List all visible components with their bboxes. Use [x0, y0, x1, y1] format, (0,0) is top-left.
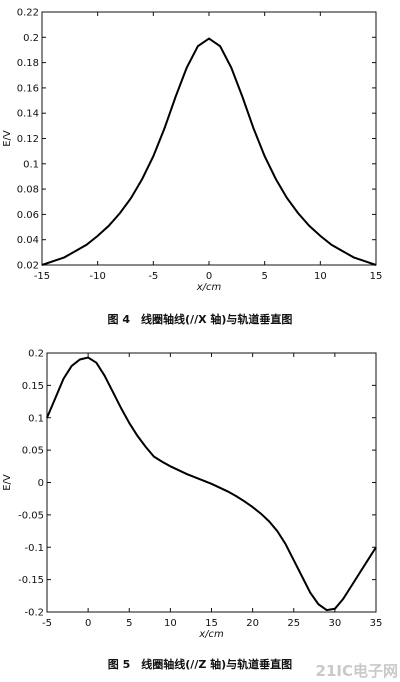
- data-line: [41, 37, 377, 266]
- plot-frame: [46, 352, 377, 613]
- y-tick-label: 0.05: [22, 446, 44, 457]
- y-tick-label: 0.2: [28, 349, 44, 360]
- caption: 图 4 线圈轴线(//X 轴)与轨道垂直图: [108, 312, 293, 326]
- x-tick-label: 10: [164, 618, 177, 629]
- y-tick-label: 0.02: [17, 261, 39, 272]
- y-tick-label: 0.04: [17, 235, 39, 246]
- y-tick-label: -0.05: [18, 510, 44, 521]
- y-tick-label: 0.16: [17, 83, 39, 94]
- y-tick-label: 0.18: [17, 58, 39, 69]
- y-axis-label: E/V: [2, 130, 13, 147]
- x-tick-label: 0: [85, 618, 91, 629]
- y-tick-label: 0.15: [22, 381, 44, 392]
- y-tick-label: 0.22: [17, 8, 39, 19]
- x-tick-label: 5: [126, 618, 132, 629]
- y-tick-label: 0.08: [17, 185, 39, 196]
- x-tick-label: 35: [370, 618, 383, 629]
- y-tick-label: 0.12: [17, 134, 39, 145]
- y-tick-label: -0.15: [18, 575, 44, 586]
- x-tick-label: 15: [370, 271, 383, 282]
- x-tick-label: -10: [89, 271, 105, 282]
- watermark: 21IC电子网: [316, 662, 398, 680]
- x-tick-label: 0: [206, 271, 212, 282]
- y-tick-label: 0.06: [17, 210, 39, 221]
- x-tick-label: 20: [246, 618, 259, 629]
- y-tick-label: 0.1: [28, 413, 44, 424]
- caption: 图 5 线圈轴线(//Z 轴)与轨道垂直图: [108, 657, 292, 671]
- x-tick-label: 25: [287, 618, 300, 629]
- y-tick-label: 0: [38, 478, 44, 489]
- x-axis-label: x/cm: [198, 629, 224, 640]
- y-tick-label: -0.2: [24, 608, 44, 619]
- x-tick-label: -5: [148, 271, 158, 282]
- x-tick-label: 5: [261, 271, 267, 282]
- plot-frame: [41, 11, 377, 266]
- x-tick-label: 15: [205, 618, 218, 629]
- y-axis-label: E/V: [2, 474, 13, 491]
- y-tick-label: 0.1: [23, 159, 39, 170]
- x-tick-label: 10: [314, 271, 327, 282]
- x-tick-label: -15: [34, 271, 50, 282]
- y-tick-label: 0.14: [17, 109, 39, 120]
- data-line: [46, 356, 377, 612]
- x-tick-label: -5: [42, 618, 52, 629]
- x-tick-label: 30: [329, 618, 342, 629]
- x-axis-label: x/cm: [196, 282, 222, 293]
- y-tick-label: -0.1: [24, 543, 44, 554]
- y-tick-label: 0.2: [23, 33, 39, 44]
